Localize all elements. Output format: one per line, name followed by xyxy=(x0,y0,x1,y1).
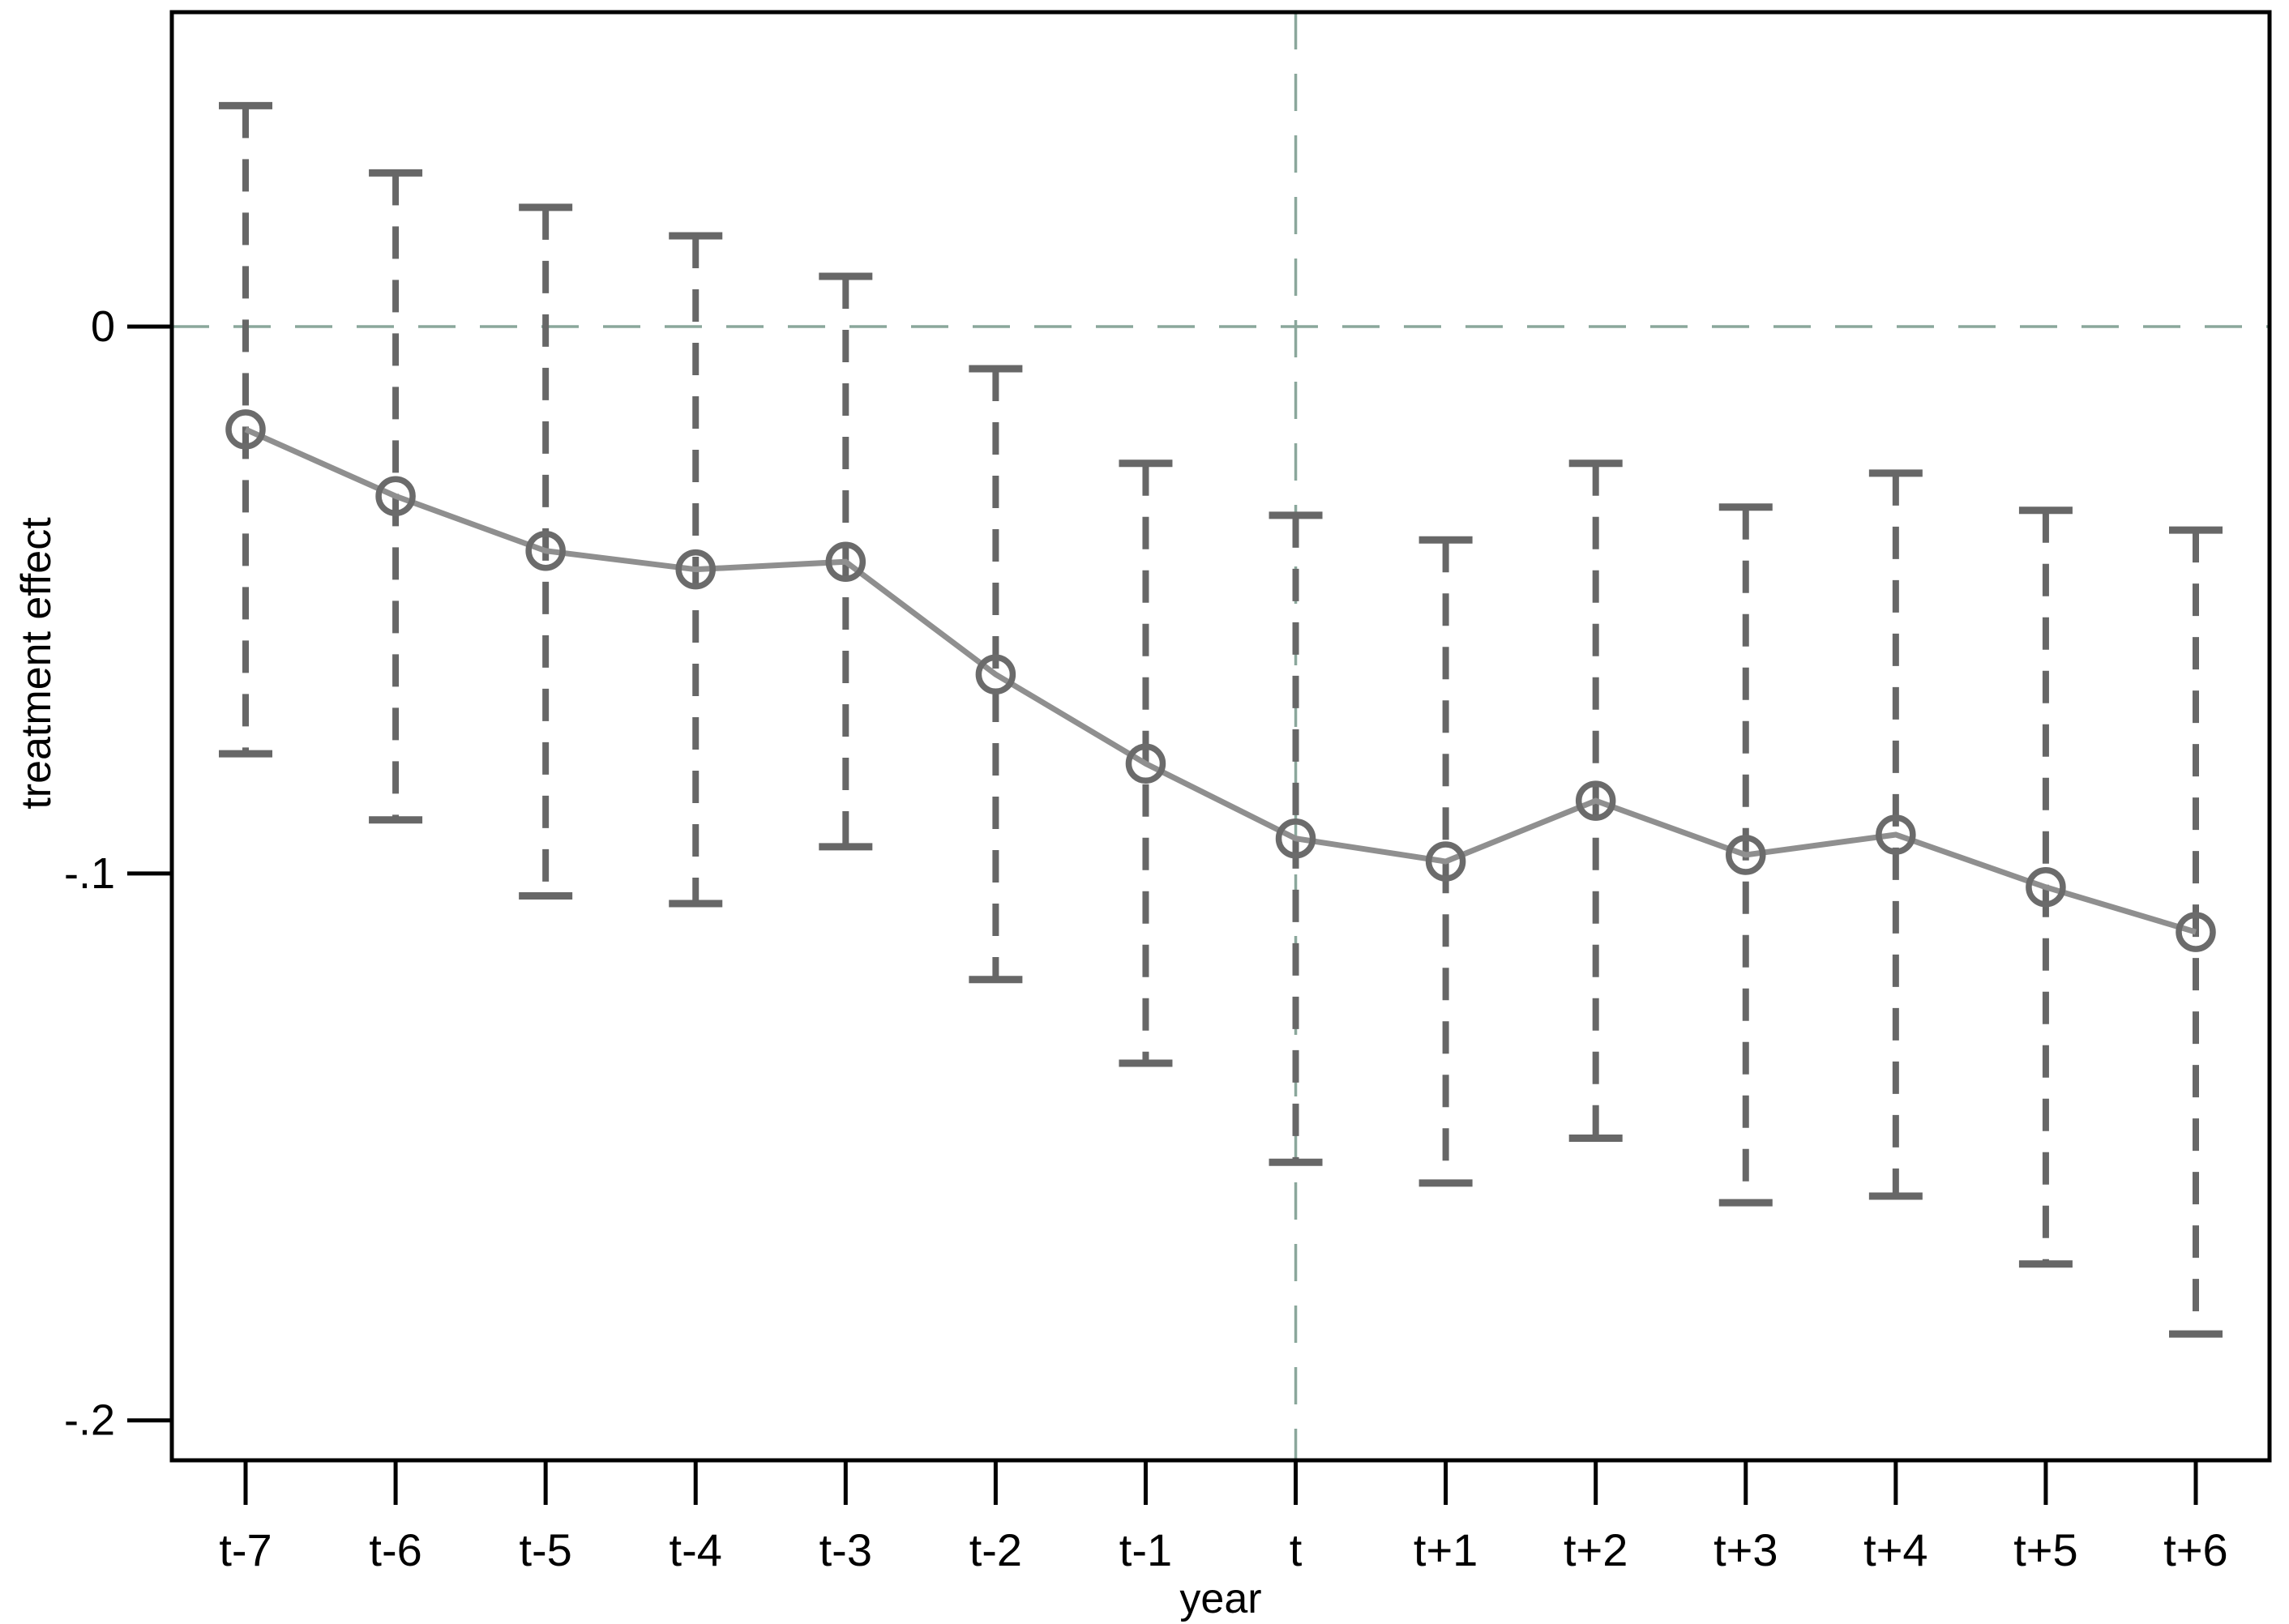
x-axis-title: year xyxy=(1179,1575,1261,1622)
data-point-marker xyxy=(525,530,566,571)
data-point-marker xyxy=(1125,743,1166,784)
x-tick-label: t+3 xyxy=(1714,1524,1778,1575)
data-point-marker xyxy=(2176,912,2216,952)
data-point-marker xyxy=(375,476,416,516)
data-point-marker xyxy=(2026,867,2066,908)
x-tick-label: t+6 xyxy=(2163,1524,2227,1575)
x-tick-label: t-2 xyxy=(969,1524,1022,1575)
x-tick-label: t xyxy=(1290,1524,1303,1575)
data-point-marker xyxy=(675,549,716,590)
y-axis-title: treatment effect xyxy=(13,517,60,810)
estimate-line xyxy=(244,426,2197,935)
data-point-marker xyxy=(225,409,266,450)
data-point-marker xyxy=(825,541,866,582)
data-point-marker xyxy=(975,654,1016,694)
x-tick-label: t-6 xyxy=(369,1524,421,1575)
y-tick-label: -.2 xyxy=(64,1396,115,1445)
x-tick-label: t-5 xyxy=(519,1524,571,1575)
x-tick-label: t+2 xyxy=(1564,1524,1628,1575)
y-tick-label: -.1 xyxy=(64,849,115,898)
x-tick-label: t+5 xyxy=(2013,1524,2077,1575)
plot-border xyxy=(169,10,2272,1463)
x-tick-label: t+1 xyxy=(1414,1524,1478,1575)
x-tick-label: t-7 xyxy=(219,1524,272,1575)
x-tick-label: t-3 xyxy=(819,1524,872,1575)
data-point-marker xyxy=(1275,818,1316,859)
x-tick-label: t+4 xyxy=(1863,1524,1927,1575)
data-point-marker xyxy=(1876,814,1916,855)
y-tick-label: 0 xyxy=(91,302,115,351)
data-point-marker xyxy=(1425,841,1466,882)
x-tick-label: t-4 xyxy=(670,1524,722,1575)
data-point-marker xyxy=(1575,780,1616,821)
data-point-marker xyxy=(1726,835,1766,875)
x-tick-label: t-1 xyxy=(1119,1524,1172,1575)
